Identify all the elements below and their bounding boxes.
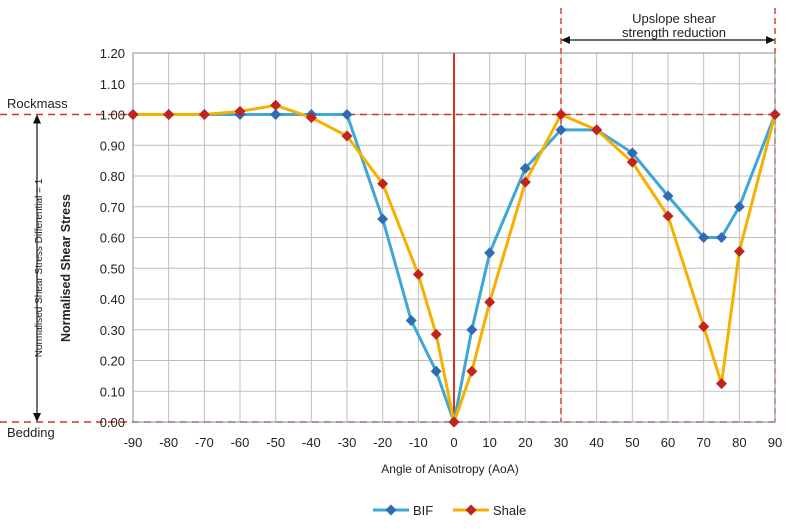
x-tick-label: 90: [768, 435, 782, 450]
shale-data-point: [591, 124, 603, 136]
x-tick-label: 60: [661, 435, 675, 450]
bif-data-point: [341, 109, 353, 120]
bif-data-point: [377, 213, 389, 225]
bif-series-line: [133, 113, 777, 424]
shale-series-line: [133, 103, 777, 424]
legend-bif-marker: [385, 504, 397, 516]
bif-data-point: [405, 315, 417, 327]
bif-data-point: [626, 147, 638, 159]
shale-data-point: [662, 210, 674, 222]
x-tick-label: -10: [409, 435, 428, 450]
shale-data-point: [448, 416, 460, 428]
bif-data-point: [270, 109, 282, 120]
y-tick-label: 1.10: [100, 77, 125, 92]
y-tick-label: 0.80: [100, 169, 125, 184]
bif-data-point: [466, 324, 478, 336]
x-tick-label: 0: [450, 435, 457, 450]
y-tick-label: 0.90: [100, 138, 125, 153]
bif-data-point: [519, 162, 531, 174]
x-tick-label: -20: [373, 435, 392, 450]
x-tick-label: -90: [124, 435, 143, 450]
x-tick-label: 80: [732, 435, 746, 450]
bif-data-point: [555, 124, 567, 136]
x-tick-label: -60: [231, 435, 250, 450]
x-tick-label: -40: [302, 435, 321, 450]
bedding-label: Bedding: [7, 425, 55, 440]
upslope-arrowhead-left: [561, 36, 570, 44]
bif-data-point: [662, 190, 674, 202]
rockmass-label: Rockmass: [7, 96, 68, 111]
x-axis-title: Angle of Anisotropy (AoA): [381, 462, 518, 476]
differential-arrowhead-bottom: [33, 413, 41, 422]
upslope-label-line2: strength reduction: [622, 25, 726, 40]
y-tick-label: 0.40: [100, 292, 125, 307]
shale-data-point: [127, 109, 139, 120]
bif-data-point: [716, 232, 727, 243]
y-tick-label: 1.00: [100, 108, 125, 123]
shale-data-point: [412, 268, 424, 280]
bif-data-point: [484, 247, 496, 259]
shale-data-point: [519, 176, 531, 188]
differential-label: Normalised Shear Stress Differential = 1: [34, 178, 45, 357]
bif-data-point: [430, 365, 442, 377]
x-tick-label: -70: [195, 435, 214, 450]
x-tick-label: 30: [554, 435, 568, 450]
differential-arrowhead-top: [33, 114, 41, 124]
y-tick-label: 0.10: [100, 384, 125, 399]
y-tick-label: 0.70: [100, 200, 125, 215]
y-tick-label: 1.20: [100, 46, 125, 61]
shale-data-point: [698, 321, 710, 333]
shale-data-point: [341, 130, 353, 142]
shale-data-point: [163, 109, 175, 120]
y-tick-label: 0.60: [100, 231, 125, 246]
legend-bif-label: BIF: [413, 503, 433, 518]
x-tick-label: 10: [482, 435, 496, 450]
shale-data-point: [466, 365, 478, 377]
legend: BIF Shale: [373, 503, 526, 518]
y-tick-label: 0.50: [100, 261, 125, 276]
x-tick-label: 50: [625, 435, 639, 450]
shale-data-point: [484, 296, 496, 308]
x-tick-label: 70: [696, 435, 710, 450]
y-tick-label: 0.20: [100, 354, 125, 369]
x-tick-label: -80: [159, 435, 178, 450]
legend-shale-marker: [465, 504, 477, 516]
shale-data-point: [716, 378, 727, 390]
y-tick-label: 0.00: [100, 415, 125, 430]
upslope-arrowhead-right: [766, 36, 775, 44]
shale-data-point: [555, 109, 567, 120]
shale-data-point: [430, 328, 442, 340]
legend-shale-label: Shale: [493, 503, 526, 518]
series: [127, 99, 781, 428]
shale-data-point: [305, 112, 317, 124]
shale-data-point: [377, 178, 389, 190]
y-tick-label: 0.30: [100, 323, 125, 338]
bif-data-point: [733, 201, 745, 213]
shale-data-point: [198, 109, 210, 120]
x-tick-label: 40: [589, 435, 603, 450]
upslope-label-line1: Upslope shear: [632, 11, 716, 26]
shale-data-point: [769, 109, 781, 120]
shale-data-point: [234, 105, 246, 117]
shale-data-point: [270, 99, 282, 111]
bif-data-point: [698, 232, 710, 243]
x-tick-label: -50: [266, 435, 285, 450]
shale-data-point: [626, 156, 638, 168]
x-tick-label: 20: [518, 435, 532, 450]
y-axis-title: Normalised Shear Stress: [59, 194, 73, 342]
x-tick-label: -30: [338, 435, 357, 450]
shale-data-point: [733, 245, 745, 257]
